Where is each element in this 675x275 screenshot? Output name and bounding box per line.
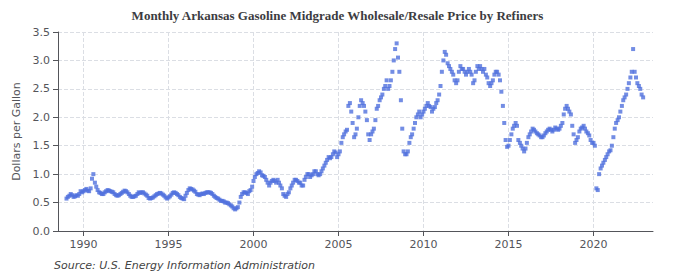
svg-text:1990: 1990	[70, 238, 98, 251]
svg-text:2020: 2020	[580, 238, 608, 251]
svg-text:3.0: 3.0	[33, 54, 51, 67]
svg-text:0.5: 0.5	[33, 196, 51, 209]
svg-text:1.0: 1.0	[33, 168, 51, 181]
svg-text:2.5: 2.5	[33, 82, 51, 95]
svg-text:0.0: 0.0	[33, 225, 51, 238]
svg-text:2.0: 2.0	[33, 111, 51, 124]
svg-text:3.5: 3.5	[33, 26, 51, 39]
svg-text:Dollars per Gallon: Dollars per Gallon	[10, 82, 23, 181]
svg-text:2005: 2005	[325, 238, 353, 251]
svg-text:1.5: 1.5	[33, 139, 51, 152]
svg-text:2000: 2000	[240, 238, 268, 251]
svg-text:Source: U.S. Energy Informatio: Source: U.S. Energy Information Administ…	[54, 259, 315, 272]
svg-text:1995: 1995	[155, 238, 183, 251]
svg-text:2015: 2015	[495, 238, 523, 251]
svg-text:Monthly Arkansas Gasoline Midg: Monthly Arkansas Gasoline Midgrade Whole…	[132, 8, 544, 23]
svg-text:2010: 2010	[410, 238, 438, 251]
